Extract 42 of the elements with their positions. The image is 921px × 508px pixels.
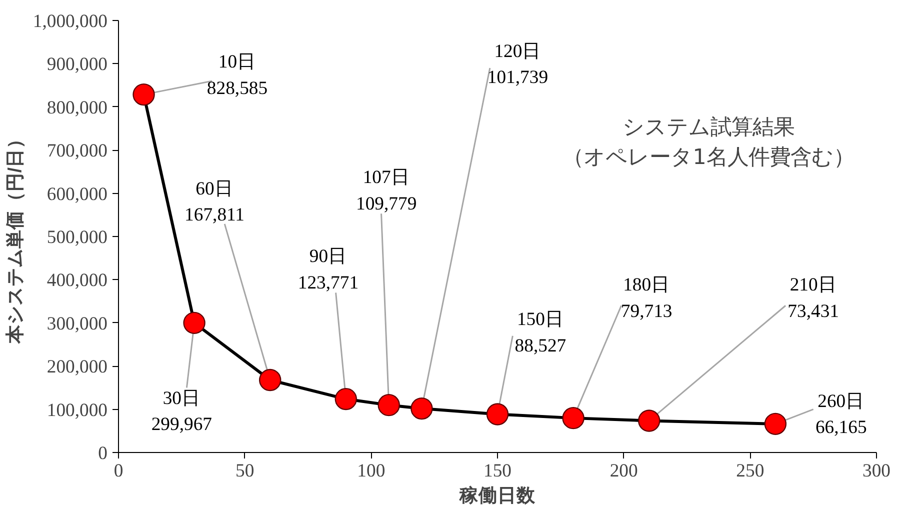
y-axis-title: 本システム単価（円/日）: [4, 129, 25, 345]
y-tick-label: 200,000: [46, 356, 108, 378]
annotation: 180日 79,713: [620, 274, 672, 322]
x-tick-label: 50: [236, 460, 254, 482]
text: （オペレータ1名人件費含む）: [562, 145, 854, 170]
point: [562, 406, 584, 430]
point: [486, 403, 509, 426]
y-tick-label: 0: [98, 443, 108, 464]
annotation: 60日 167,811: [184, 178, 244, 226]
annotation: 150日 88,527: [514, 309, 566, 356]
point: [378, 394, 400, 416]
x-tick-label: 100: [357, 460, 386, 482]
y-tick-label: 600,000: [46, 184, 108, 205]
annotation: 210日 73,431: [788, 274, 839, 322]
y-tick-label: 1,000,000: [32, 11, 108, 32]
x-tick-label: 250: [736, 460, 764, 482]
x-axis-title: 稼働日数: [458, 484, 536, 506]
annotation: 120日 101,739: [487, 40, 548, 88]
y-tick-label: 700,000: [46, 140, 108, 162]
text: システム試算結果: [622, 115, 794, 140]
x-tick-label: 300: [862, 460, 890, 482]
y-tick-label: 400,000: [46, 270, 108, 292]
point: [183, 312, 206, 334]
annotation: 260日 66,165: [815, 390, 867, 438]
point: [638, 410, 660, 432]
annotation: 10日 828,585: [206, 52, 268, 99]
x-tick-label: 200: [610, 460, 638, 482]
y-tick-label: 500,000: [46, 227, 108, 248]
point: [410, 397, 433, 420]
point: [764, 412, 787, 435]
x-tick-label: 150: [484, 460, 512, 482]
x-tick-label: 0: [114, 460, 124, 482]
y-tick-label: 800,000: [46, 97, 108, 118]
point: [259, 368, 282, 392]
y-tick-label: 900,000: [46, 54, 108, 76]
annotation: 90日 123,771: [298, 246, 359, 294]
annotation: 30日 299,967: [151, 388, 212, 436]
y-tick-label: 100,000: [46, 400, 108, 421]
annotation: 107日 109,779: [356, 167, 417, 214]
y-tick-label: 300,000: [46, 313, 108, 334]
point: [132, 83, 155, 106]
point: [334, 388, 357, 410]
